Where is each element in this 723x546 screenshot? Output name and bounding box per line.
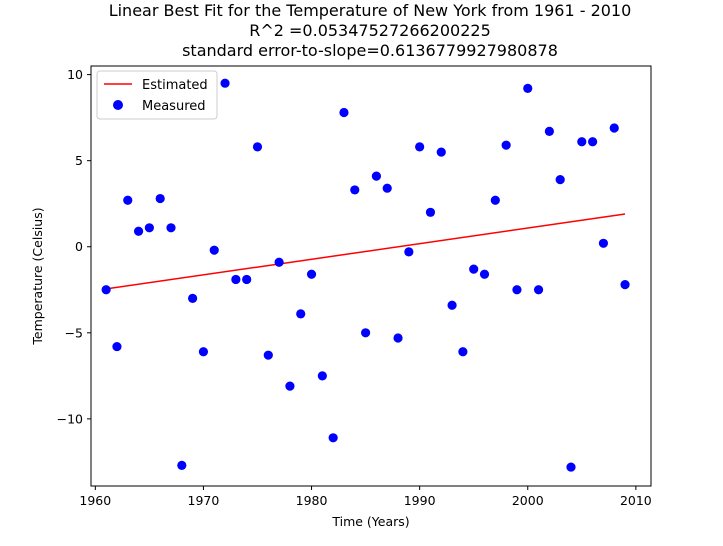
axis-ticks: 1960 1970 1980 1990 2000 2010 −10 −5 0 5 10 — [57, 67, 652, 508]
measured-point — [317, 371, 327, 381]
measured-point — [188, 293, 198, 303]
measured-point — [252, 142, 263, 152]
measured-point — [371, 171, 382, 181]
measured-point — [577, 137, 587, 147]
y-tick-label: −5 — [65, 325, 83, 340]
measured-point — [404, 247, 414, 257]
measured-point — [458, 347, 468, 357]
measured-point — [209, 245, 219, 255]
measured-point — [512, 285, 522, 295]
y-tick-label: 5 — [75, 153, 83, 168]
measured-point — [479, 269, 490, 279]
y-tick-label: 10 — [67, 67, 83, 82]
measured-point — [306, 269, 317, 279]
x-tick-label: 2010 — [620, 493, 652, 508]
legend-measured-label: Measured — [142, 99, 206, 114]
measured-point — [609, 123, 619, 133]
measured-point — [425, 207, 436, 217]
measured-point — [447, 300, 457, 310]
plot-area — [101, 78, 630, 472]
measured-point — [296, 309, 306, 319]
measured-point — [393, 333, 403, 343]
estimated-line — [106, 213, 626, 290]
measured-point — [544, 126, 554, 137]
y-tick-label: −10 — [57, 411, 83, 426]
measured-point — [263, 350, 273, 360]
measured-point — [469, 264, 479, 274]
measured-point — [198, 347, 209, 357]
title-line-2: R^2 =0.05347527266200225 — [249, 21, 491, 40]
title-line-3: standard error-to-slope=0.61367799279808… — [182, 41, 558, 60]
measured-point — [166, 223, 176, 233]
legend-box — [96, 70, 218, 120]
measured-point — [360, 328, 371, 338]
measured-point — [112, 341, 122, 352]
legend: Estimated Measured — [96, 70, 218, 120]
x-tick-label: 2000 — [512, 493, 544, 508]
y-axis-label: Temperature (Celsius) — [30, 207, 45, 345]
measured-point — [523, 83, 533, 93]
measured-point — [285, 381, 295, 391]
measured-point — [598, 238, 609, 248]
measured-point — [144, 223, 154, 233]
measured-point — [101, 285, 111, 295]
measured-point — [177, 460, 187, 470]
y-tick-label: 0 — [75, 239, 83, 254]
measured-point — [436, 147, 446, 157]
x-tick-label: 1990 — [404, 493, 436, 508]
legend-measured-marker — [113, 100, 123, 110]
measured-point — [555, 175, 565, 185]
measured-point — [133, 226, 144, 236]
x-tick-label: 1970 — [188, 493, 220, 508]
chart-title: Linear Best Fit for the Temperature of N… — [109, 1, 632, 60]
x-tick-label: 1960 — [79, 493, 111, 508]
measured-point — [501, 140, 511, 150]
measured-point — [328, 433, 338, 443]
measured-point — [620, 280, 630, 290]
measured-point — [490, 195, 500, 205]
title-line-1: Linear Best Fit for the Temperature of N… — [109, 1, 632, 20]
measured-point — [231, 274, 241, 285]
measured-point — [220, 78, 230, 88]
measured-point — [588, 137, 598, 147]
measured-point — [350, 185, 360, 195]
legend-estimated-label: Estimated — [142, 78, 208, 93]
axes-frame — [90, 65, 652, 487]
measured-point — [382, 183, 392, 193]
measured-point — [155, 193, 165, 204]
x-axis-label: Time (Years) — [331, 514, 409, 529]
measured-point — [566, 462, 576, 472]
measured-point — [123, 195, 133, 205]
measured-point — [415, 142, 425, 152]
measured-point — [242, 274, 252, 285]
measured-point — [274, 257, 284, 267]
x-tick-label: 1980 — [296, 493, 328, 508]
measured-point — [339, 107, 349, 118]
measured-point — [533, 285, 544, 295]
